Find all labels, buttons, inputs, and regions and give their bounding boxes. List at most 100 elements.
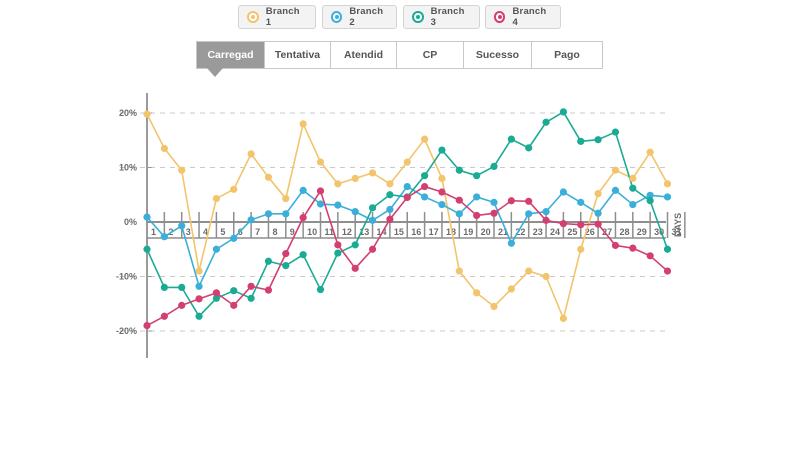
- data-point: [282, 250, 290, 258]
- data-point: [629, 244, 637, 252]
- x-tick-label: 4: [203, 227, 208, 237]
- branch-1-marker-icon: [247, 11, 259, 23]
- data-point: [559, 314, 568, 323]
- data-point: [386, 205, 394, 214]
- x-tick-label: 9: [290, 227, 295, 237]
- data-point: [160, 312, 168, 320]
- data-point: [282, 210, 290, 218]
- y-tick-label: 20%: [119, 108, 137, 118]
- tab-pago[interactable]: Pago: [554, 49, 580, 61]
- data-point: [663, 267, 672, 275]
- data-point: [351, 174, 359, 182]
- data-point: [351, 208, 359, 216]
- data-point: [247, 294, 255, 302]
- data-point: [421, 135, 429, 143]
- data-point: [421, 182, 429, 191]
- data-point: [421, 172, 429, 180]
- x-tick-label: 28: [619, 227, 629, 237]
- data-point: [247, 282, 255, 290]
- data-point: [646, 197, 654, 205]
- data-point: [611, 186, 620, 194]
- data-point: [490, 198, 498, 206]
- data-point: [473, 172, 481, 180]
- legend-label: Branch 2: [349, 6, 384, 28]
- data-point: [230, 301, 238, 309]
- data-point: [334, 201, 342, 209]
- data-point: [299, 251, 307, 259]
- data-point: [646, 148, 654, 156]
- x-tick-label: 12: [342, 227, 352, 237]
- data-point: [594, 136, 602, 144]
- data-point: [542, 118, 550, 126]
- data-point: [577, 221, 585, 229]
- x-tick-label: 27: [602, 227, 612, 237]
- x-tick-label: 23: [533, 227, 543, 237]
- data-point: [611, 241, 620, 250]
- data-point: [143, 321, 151, 330]
- data-point: [559, 108, 568, 116]
- data-point: [455, 210, 463, 218]
- tab-tentativa[interactable]: Tentativa: [265, 42, 331, 68]
- x-tick-label: 16: [411, 227, 421, 237]
- data-point: [525, 197, 533, 205]
- data-point: [473, 289, 481, 297]
- data-point: [507, 285, 515, 293]
- data-point: [507, 197, 515, 205]
- x-tick-label: 20: [481, 227, 491, 237]
- data-point: [611, 128, 620, 136]
- data-point: [195, 267, 203, 275]
- data-point: [611, 166, 620, 174]
- data-point: [195, 282, 203, 290]
- data-point: [247, 216, 255, 224]
- data-point: [247, 150, 255, 158]
- data-point: [368, 204, 377, 212]
- data-point: [473, 193, 481, 201]
- x-tick-label: 5: [220, 227, 225, 237]
- data-point: [368, 245, 377, 253]
- x-tick-label: 7: [255, 227, 260, 237]
- tab-atendid[interactable]: Atendid: [331, 42, 397, 68]
- data-point: [438, 200, 446, 209]
- x-tick-label: 24: [550, 227, 560, 237]
- legend-item-branch-4[interactable]: Branch 4: [485, 5, 561, 29]
- x-tick-label: 1: [151, 227, 156, 237]
- data-point: [577, 245, 585, 253]
- data-point: [334, 180, 342, 188]
- legend-item-branch-3[interactable]: Branch 3: [403, 5, 480, 29]
- x-tick-label: 15: [394, 227, 404, 237]
- legend-item-branch-1[interactable]: Branch 1: [238, 5, 316, 29]
- x-tick-label: 31: [672, 227, 682, 237]
- data-point: [178, 222, 186, 230]
- data-point: [455, 267, 463, 275]
- data-point: [143, 213, 151, 221]
- data-point: [403, 182, 411, 191]
- legend-item-branch-2[interactable]: Branch 2: [322, 5, 397, 29]
- x-tick-label: 25: [567, 227, 577, 237]
- data-point: [334, 249, 342, 257]
- data-point: [299, 214, 307, 222]
- data-point: [351, 264, 359, 272]
- data-point: [438, 188, 446, 196]
- tab-carregad[interactable]: Carregad: [197, 42, 265, 77]
- x-tick-label: 3: [186, 227, 191, 237]
- data-point: [212, 294, 220, 302]
- data-point: [386, 180, 394, 188]
- data-point: [230, 185, 238, 193]
- x-tick-label: 19: [463, 227, 473, 237]
- tab-cp[interactable]: CP: [397, 42, 464, 68]
- data-point: [264, 257, 273, 265]
- x-tick-label: 11: [325, 227, 335, 237]
- x-tick-label: 30: [654, 227, 664, 237]
- data-point: [629, 184, 637, 192]
- data-point: [629, 174, 637, 182]
- data-point: [316, 158, 325, 166]
- data-point: [195, 312, 203, 320]
- data-point: [663, 245, 672, 253]
- x-tick-label: 14: [377, 227, 387, 237]
- data-point: [438, 146, 446, 154]
- data-point: [403, 193, 411, 202]
- tab-sucesso[interactable]: Sucesso: [464, 42, 532, 68]
- data-point: [178, 283, 186, 291]
